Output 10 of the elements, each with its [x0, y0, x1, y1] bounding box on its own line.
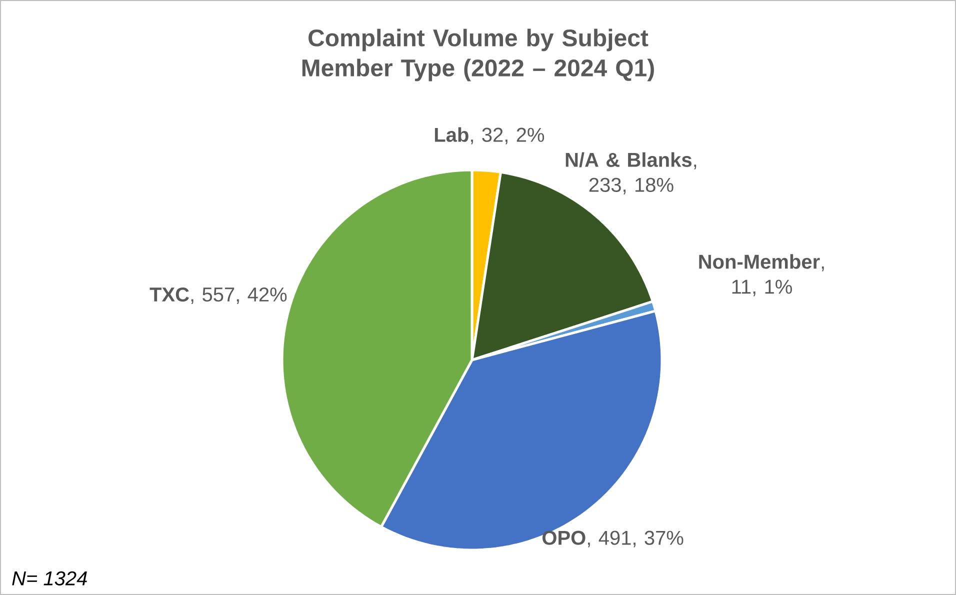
slice-label: N/A & Blanks: [566, 152, 692, 168]
chart-title: Complaint Volume by Subject Member Type (2022 – 2024 Q1): [302, 28, 654, 82]
data-label: , 32, 2%: [470, 128, 544, 144]
data-label: , 557, 42%: [191, 287, 287, 304]
data-label: , 491, 37%: [588, 530, 684, 548]
slice-label: TXC: [150, 287, 189, 302]
slice-label: Lab: [434, 127, 468, 142]
text: N= 1324: [12, 571, 87, 586]
slice-label: Non-Member: [699, 254, 820, 269]
slice-label: OPO: [542, 530, 586, 545]
